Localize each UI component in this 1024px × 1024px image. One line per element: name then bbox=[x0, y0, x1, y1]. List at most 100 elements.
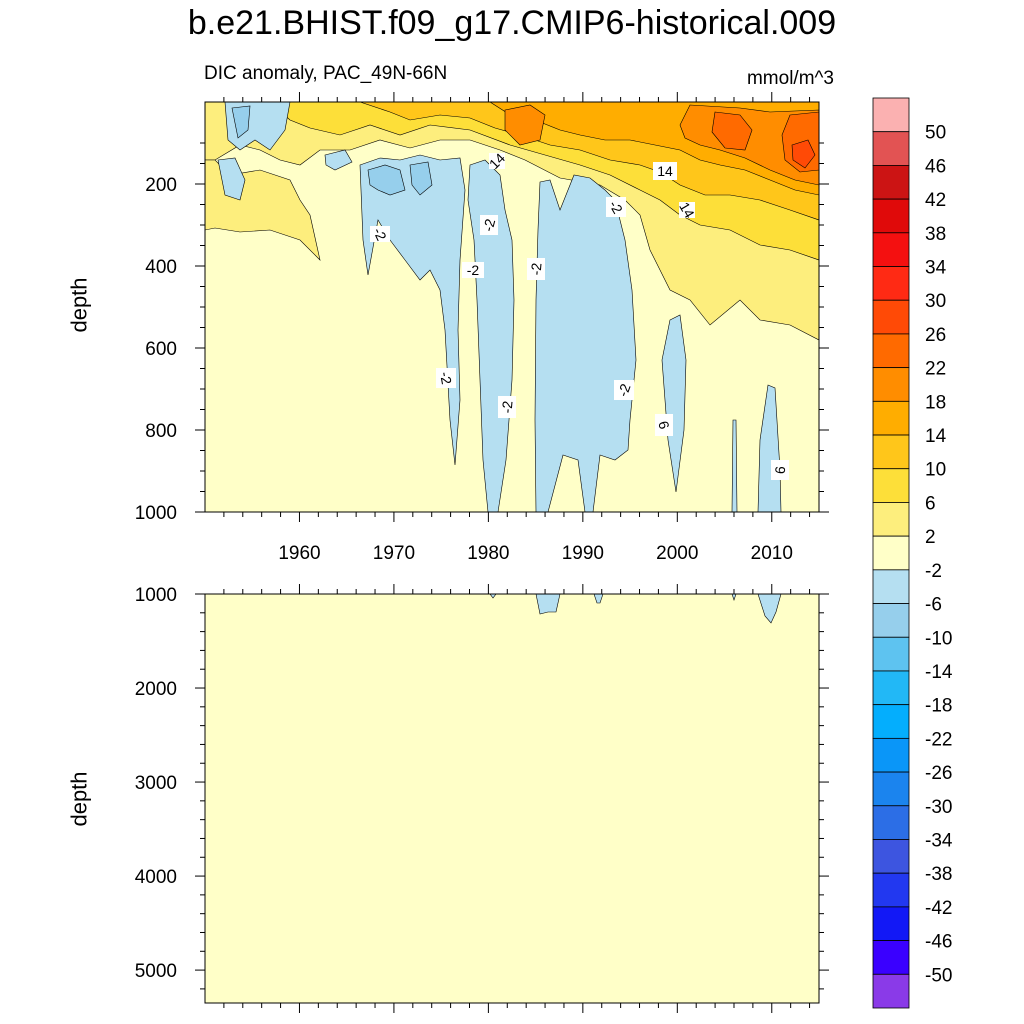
region-neg-1962 bbox=[324, 149, 353, 171]
contour-label: 14 bbox=[657, 163, 673, 179]
y-tick-label: 600 bbox=[145, 339, 177, 360]
y-tick-label: 200 bbox=[145, 175, 177, 196]
colorbar-label: 38 bbox=[925, 224, 946, 245]
colorbar-label: -46 bbox=[925, 932, 952, 953]
colorbar-label: -38 bbox=[925, 864, 952, 885]
colorbar-label: 10 bbox=[925, 460, 946, 481]
colorbar-swatch bbox=[872, 232, 910, 267]
chart-title: b.e21.BHIST.f09_g17.CMIP6-historical.009 bbox=[187, 4, 837, 42]
colorbar-swatch bbox=[872, 266, 910, 301]
y-tick-label: 5000 bbox=[135, 961, 177, 982]
contour-label: 6 bbox=[772, 465, 789, 474]
y-tick-label: 3000 bbox=[135, 773, 177, 794]
colorbar-swatch bbox=[872, 367, 910, 402]
y-tick-label: 2000 bbox=[135, 679, 177, 700]
colorbar-swatch bbox=[872, 771, 910, 807]
colorbar-label: -6 bbox=[925, 595, 942, 616]
colorbar-label: 18 bbox=[925, 392, 946, 413]
colorbar-swatch bbox=[872, 165, 910, 200]
contour-label: -2 bbox=[467, 262, 480, 278]
colorbar-swatch bbox=[872, 737, 910, 773]
colorbar-label: 6 bbox=[925, 493, 936, 514]
contour-label: -2 bbox=[498, 400, 515, 414]
colorbar-label: 26 bbox=[925, 325, 946, 346]
colorbar-label: -18 bbox=[925, 696, 952, 717]
region-neg-2005 bbox=[731, 419, 738, 512]
colorbar-label: 34 bbox=[925, 258, 947, 279]
colorbar-label: -26 bbox=[925, 763, 952, 784]
colorbar-label: -30 bbox=[925, 797, 952, 818]
x-tick-label: 1980 bbox=[467, 543, 509, 564]
colorbar-swatch bbox=[872, 400, 910, 436]
colorbar-label: -42 bbox=[925, 898, 952, 919]
top-panel: -2 -2 -2 -2 -2 -2 -2 -2 6 6 14 14 14 bbox=[205, 102, 819, 512]
colorbar-swatch bbox=[872, 940, 910, 975]
x-tick-label: 1960 bbox=[278, 543, 320, 564]
contour-label: 14 bbox=[676, 199, 698, 221]
colorbar-label: 22 bbox=[925, 359, 946, 380]
region-neg-1990 bbox=[534, 174, 637, 512]
contour-labels: -2 -2 -2 -2 -2 -2 -2 -2 6 6 14 14 14 bbox=[370, 150, 789, 480]
colorbar-swatch bbox=[872, 198, 910, 234]
colorbar-label: -34 bbox=[925, 830, 953, 851]
region-neg-2000 bbox=[661, 314, 687, 493]
y-tick-label: 1000 bbox=[135, 585, 177, 606]
colorbar-swatch bbox=[872, 872, 910, 908]
colorbar-label: 50 bbox=[925, 123, 946, 144]
bottom-axis-ticks: 1000 2000 3000 4000 5000 bbox=[135, 584, 829, 1013]
colorbar-swatch bbox=[872, 434, 910, 470]
colorbar-swatch bbox=[872, 906, 910, 941]
region-22-26 bbox=[711, 111, 753, 151]
region-neg-deep-1986 bbox=[535, 594, 561, 615]
colorbar-swatch bbox=[872, 569, 910, 604]
contour-label: -2 bbox=[480, 217, 499, 233]
colorbar-swatch bbox=[872, 468, 910, 503]
region-neg-1955 bbox=[217, 157, 246, 201]
colorbar-label: 14 bbox=[925, 426, 947, 447]
contour-label: -2 bbox=[437, 370, 455, 385]
region-neg-deep-2009 bbox=[757, 594, 782, 624]
region-neg-surface-left-2 bbox=[231, 105, 251, 139]
bottom-background bbox=[205, 594, 819, 1003]
region-neg-deep-1980 bbox=[489, 594, 497, 599]
bottom-frame bbox=[204, 593, 820, 1004]
colorbar-label: 30 bbox=[925, 291, 946, 312]
region-26-30 bbox=[791, 139, 816, 169]
colorbar-swatch bbox=[872, 603, 910, 638]
contour-label: 6 bbox=[655, 419, 673, 431]
region-neg-deep-1991 bbox=[593, 594, 604, 604]
colorbar-label: 46 bbox=[925, 156, 946, 177]
colorbar-swatch bbox=[872, 805, 910, 840]
colorbar-label: 42 bbox=[925, 190, 946, 211]
colorbar-swatch bbox=[872, 670, 910, 706]
colorbar-label: -2 bbox=[925, 561, 942, 582]
colorbar-label: -10 bbox=[925, 628, 952, 649]
colorbar-swatch bbox=[872, 973, 910, 1009]
region-neg-1975-core bbox=[409, 161, 433, 196]
colorbar: 50 46 42 38 34 30 26 22 18 14 10 6 2 -2 -6 -10 -14 -18 -22… bbox=[872, 97, 953, 1009]
contour-label: -2 bbox=[614, 381, 633, 398]
colorbar-swatch bbox=[872, 839, 910, 874]
x-tick-label: 2000 bbox=[656, 543, 698, 564]
region-neg-2010 bbox=[757, 384, 782, 512]
y-tick-label: 800 bbox=[145, 421, 177, 442]
colorbar-swatch bbox=[872, 535, 910, 571]
colorbar-swatch bbox=[872, 299, 910, 335]
x-tick-label: 1990 bbox=[562, 543, 604, 564]
y-tick-label: 400 bbox=[145, 257, 177, 278]
units-label: mmol/m^3 bbox=[746, 68, 834, 89]
contour-label: -2 bbox=[527, 262, 544, 276]
region-neg-1970s-core bbox=[367, 164, 406, 196]
top-axis-ticks: 1960 1970 1980 1990 2000 2010 200 400 600 800 1000 bbox=[135, 92, 829, 564]
bottom-panel bbox=[205, 594, 819, 1003]
colorbar-swatch bbox=[872, 636, 910, 672]
region-18-22-b bbox=[504, 104, 546, 146]
colorbar-label: -14 bbox=[925, 662, 953, 683]
colorbar-label: 2 bbox=[925, 527, 936, 548]
region-neg-deep-2005 bbox=[731, 594, 737, 601]
colorbar-swatch bbox=[872, 502, 910, 537]
chart-subtitle: DIC anomaly, PAC_49N-66N bbox=[204, 63, 448, 84]
colorbar-swatch bbox=[872, 333, 910, 369]
colorbar-label: -50 bbox=[925, 965, 952, 986]
